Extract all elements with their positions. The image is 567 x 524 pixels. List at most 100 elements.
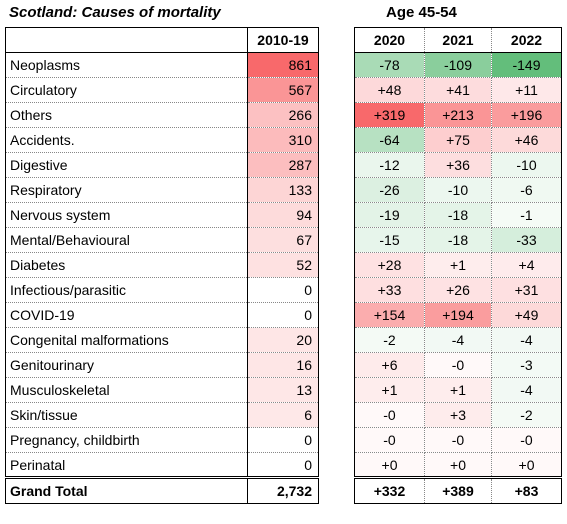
- table-row: Perinatal 0 +0 +0 +0: [5, 452, 562, 478]
- cell-gap: [318, 152, 355, 178]
- cell-category: Grand Total: [5, 476, 248, 504]
- cell-gap: [318, 352, 355, 378]
- cell-category: Digestive: [5, 152, 248, 178]
- header-gap: [318, 27, 355, 53]
- cell-gap: [318, 227, 355, 253]
- cell-gap: [318, 202, 355, 228]
- cell-gap: [318, 477, 355, 504]
- cell-base-period: 13: [247, 377, 319, 403]
- table-row: Skin/tissue 6 -0 +3 -2: [5, 402, 562, 428]
- cell-gap: [318, 377, 355, 403]
- cell-gap: [318, 252, 355, 278]
- table-row: Pregnancy, childbirth 0 -0 -0 -0: [5, 427, 562, 453]
- cell-2020: +28: [354, 252, 425, 278]
- cell-base-period: 52: [247, 252, 319, 278]
- cell-2021: +213: [424, 102, 492, 128]
- cell-2022: +46: [491, 127, 562, 153]
- table-row: Mental/Behavioural 67 -15 -18 -33: [5, 227, 562, 253]
- cell-2020: +332: [354, 476, 425, 504]
- cell-2020: +319: [354, 102, 425, 128]
- cell-base-period: 567: [247, 77, 319, 103]
- cell-2022: +83: [491, 476, 562, 504]
- cell-2020: -64: [354, 127, 425, 153]
- cell-base-period: 266: [247, 102, 319, 128]
- header-year-2021: 2021: [424, 27, 492, 53]
- cell-2022: +0: [491, 452, 562, 478]
- cell-base-period: 0: [247, 427, 319, 453]
- cell-2021: -0: [424, 352, 492, 378]
- cell-2021: -109: [424, 52, 492, 78]
- cell-2022: -0: [491, 427, 562, 453]
- cell-gap: [318, 302, 355, 328]
- header-year-2020: 2020: [354, 27, 425, 53]
- cell-2022: +4: [491, 252, 562, 278]
- cell-gap: [318, 452, 355, 478]
- cell-category: Respiratory: [5, 177, 248, 203]
- cell-2021: -4: [424, 327, 492, 353]
- cell-category: Musculoskeletal: [5, 377, 248, 403]
- cell-2020: -12: [354, 152, 425, 178]
- cell-2020: -2: [354, 327, 425, 353]
- cell-base-period: 310: [247, 127, 319, 153]
- header-category: [5, 27, 248, 53]
- cell-2022: -149: [491, 52, 562, 78]
- cell-2021: -10: [424, 177, 492, 203]
- cell-base-period: 133: [247, 177, 319, 203]
- cell-gap: [318, 177, 355, 203]
- cell-category: Circulatory: [5, 77, 248, 103]
- cell-2022: -1: [491, 202, 562, 228]
- cell-gap: [318, 102, 355, 128]
- cell-2020: -15: [354, 227, 425, 253]
- cell-2022: -2: [491, 402, 562, 428]
- cell-2020: -0: [354, 427, 425, 453]
- cell-2021: +1: [424, 377, 492, 403]
- cell-category: Perinatal: [5, 452, 248, 478]
- cell-2022: -33: [491, 227, 562, 253]
- cell-base-period: 94: [247, 202, 319, 228]
- cell-base-period: 0: [247, 452, 319, 478]
- cell-category: Accidents.: [5, 127, 248, 153]
- cell-base-period: 861: [247, 52, 319, 78]
- cell-2020: -26: [354, 177, 425, 203]
- cell-2022: -3: [491, 352, 562, 378]
- cell-2022: +11: [491, 77, 562, 103]
- cell-gap: [318, 402, 355, 428]
- cell-2022: -6: [491, 177, 562, 203]
- cell-2020: +0: [354, 452, 425, 478]
- cell-2021: -18: [424, 227, 492, 253]
- cell-2021: +1: [424, 252, 492, 278]
- cell-2021: +41: [424, 77, 492, 103]
- cell-2020: +33: [354, 277, 425, 303]
- cell-base-period: 67: [247, 227, 319, 253]
- cell-gap: [318, 77, 355, 103]
- header-base-period: 2010-19: [247, 27, 319, 53]
- table-title: Scotland: Causes of mortality: [9, 4, 221, 21]
- table-row: Others 266 +319 +213 +196: [5, 102, 562, 128]
- cell-gap: [318, 127, 355, 153]
- table-row: Digestive 287 -12 +36 -10: [5, 152, 562, 178]
- table-row: Genitourinary 16 +6 -0 -3: [5, 352, 562, 378]
- cell-base-period: 2,732: [247, 476, 319, 504]
- cell-category: Neoplasms: [5, 52, 248, 78]
- table-row: Respiratory 133 -26 -10 -6: [5, 177, 562, 203]
- cell-2021: +36: [424, 152, 492, 178]
- table-row: Diabetes 52 +28 +1 +4: [5, 252, 562, 278]
- cell-base-period: 0: [247, 277, 319, 303]
- cell-base-period: 6: [247, 402, 319, 428]
- cell-category: Skin/tissue: [5, 402, 248, 428]
- cell-2022: -10: [491, 152, 562, 178]
- table-row: Nervous system 94 -19 -18 -1: [5, 202, 562, 228]
- table-row: Musculoskeletal 13 +1 +1 -4: [5, 377, 562, 403]
- cell-category: Diabetes: [5, 252, 248, 278]
- cell-2020: -78: [354, 52, 425, 78]
- cell-gap: [318, 327, 355, 353]
- cell-category: Others: [5, 102, 248, 128]
- cell-category: Nervous system: [5, 202, 248, 228]
- table-row: COVID-19 0 +154 +194 +49: [5, 302, 562, 328]
- age-group-label: Age 45-54: [386, 4, 457, 21]
- table-row: Accidents. 310 -64 +75 +46: [5, 127, 562, 153]
- cell-category: Pregnancy, childbirth: [5, 427, 248, 453]
- cell-2021: +0: [424, 452, 492, 478]
- cell-2021: +194: [424, 302, 492, 328]
